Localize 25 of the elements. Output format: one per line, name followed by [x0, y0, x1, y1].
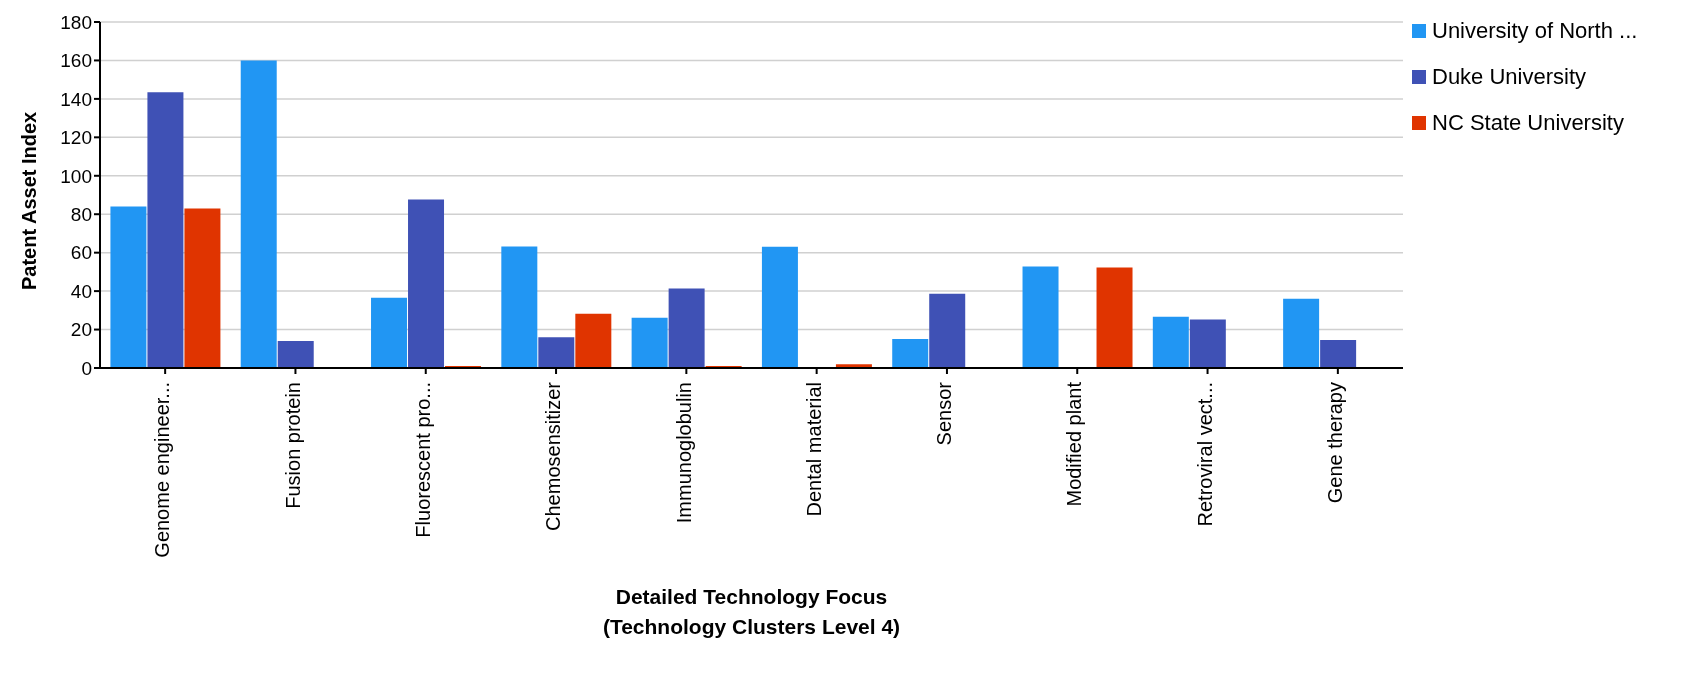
x-tick-label: Modified plant [1063, 381, 1086, 507]
y-axis-title: Patent Asset Index [18, 111, 41, 290]
y-tick-label: 40 [70, 280, 92, 302]
x-tick-label: Fusion protein [281, 382, 304, 509]
x-tick-label: Immunoglobulin [672, 382, 695, 524]
y-tick-label: 120 [60, 127, 92, 149]
legend-label: University of North ... [1432, 18, 1638, 44]
x-tick-label: Dental material [802, 382, 825, 517]
y-tick-label: 80 [70, 203, 92, 225]
y-tick-label: 160 [60, 50, 92, 72]
y-tick-label: 100 [60, 165, 92, 187]
x-tick-label: Fluorescent pro... [411, 382, 434, 538]
y-tick-label: 180 [60, 11, 92, 33]
x-axis-title: Detailed Technology Focus (Technology Clusters Level 4) [601, 584, 902, 640]
x-tick-label: Sensor [933, 381, 956, 446]
y-tick-label: 0 [81, 357, 92, 379]
y-tick-label: 140 [60, 88, 92, 110]
x-tick-label: Retroviral vect... [1193, 382, 1216, 527]
x-tick-label: Gene therapy [1324, 382, 1347, 504]
x-tick-label: Genome engineer... [151, 382, 174, 558]
x-tick-label: Chemosensitizer [542, 381, 565, 531]
y-tick-label: 60 [70, 242, 92, 264]
legend-label: Duke University [1432, 64, 1587, 90]
y-tick-label: 20 [70, 319, 92, 341]
legend-label: NC State University [1432, 110, 1624, 136]
